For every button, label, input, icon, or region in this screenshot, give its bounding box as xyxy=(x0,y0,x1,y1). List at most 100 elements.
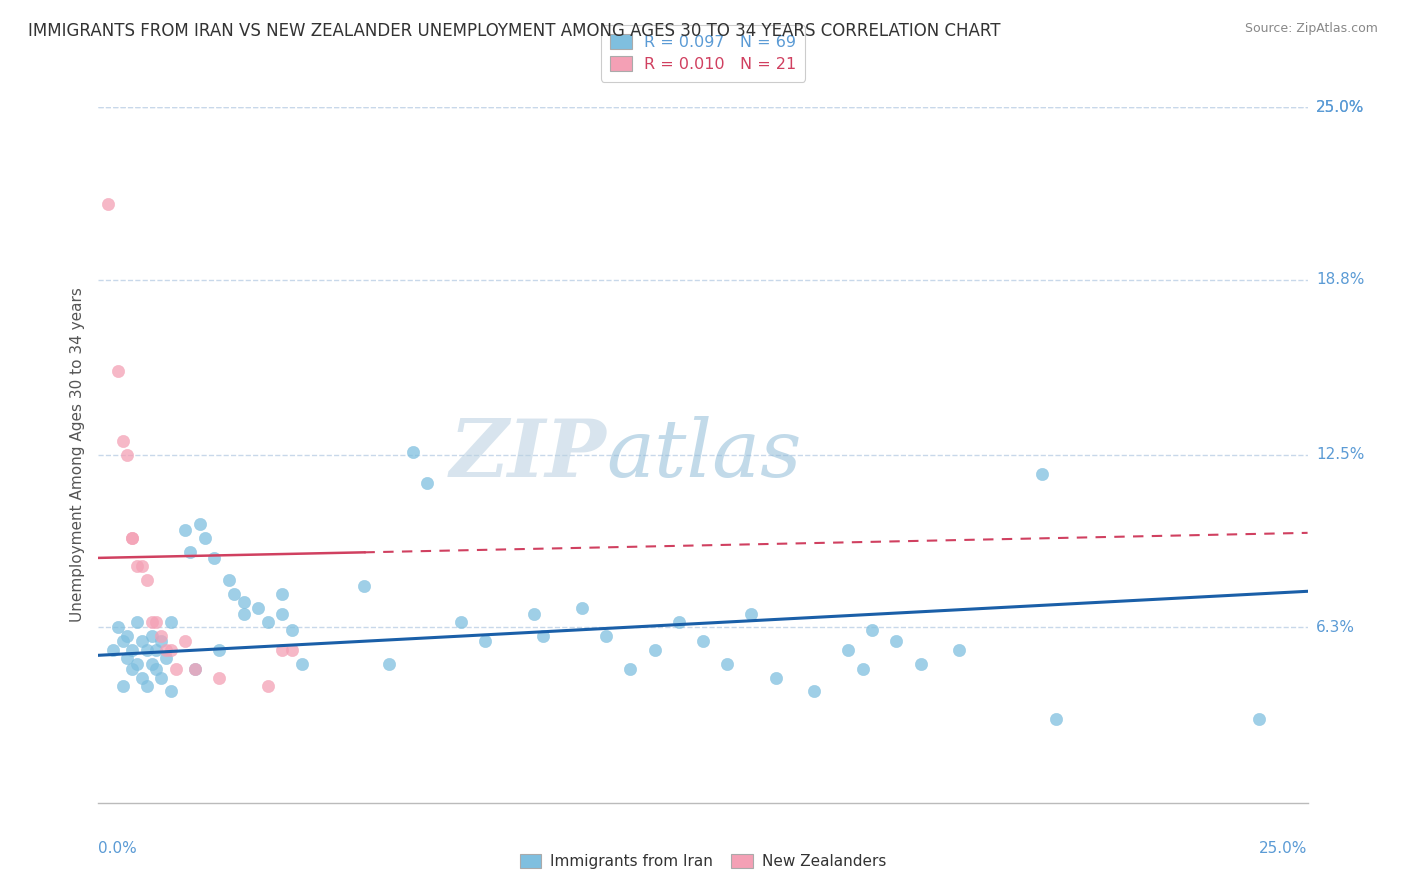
Point xyxy=(668,615,690,629)
Point xyxy=(692,634,714,648)
Point xyxy=(595,629,617,643)
Point xyxy=(619,662,641,676)
Point xyxy=(111,679,134,693)
Point xyxy=(222,587,245,601)
Point xyxy=(117,651,139,665)
Point xyxy=(150,671,173,685)
Point xyxy=(145,642,167,657)
Point xyxy=(204,550,226,565)
Text: 25.0%: 25.0% xyxy=(1316,100,1364,114)
Point xyxy=(523,607,546,621)
Point xyxy=(107,620,129,634)
Point xyxy=(886,634,908,648)
Point xyxy=(160,684,183,698)
Point xyxy=(852,662,875,676)
Text: 6.3%: 6.3% xyxy=(1316,620,1355,635)
Point xyxy=(111,634,134,648)
Point xyxy=(135,642,157,657)
Text: 25.0%: 25.0% xyxy=(1316,100,1364,114)
Point xyxy=(1249,712,1271,726)
Point xyxy=(111,434,134,448)
Point xyxy=(127,559,149,574)
Text: atlas: atlas xyxy=(606,417,801,493)
Point xyxy=(121,642,143,657)
Point xyxy=(860,624,883,638)
Point xyxy=(155,642,177,657)
Point xyxy=(145,662,167,676)
Point xyxy=(1031,467,1053,482)
Point xyxy=(416,475,439,490)
Text: 0.0%: 0.0% xyxy=(98,841,138,856)
Point xyxy=(353,579,375,593)
Point xyxy=(256,615,278,629)
Point xyxy=(127,615,149,629)
Point xyxy=(135,679,157,693)
Point xyxy=(165,662,187,676)
Point xyxy=(194,532,217,546)
Point xyxy=(208,642,231,657)
Text: 25.0%: 25.0% xyxy=(1260,841,1308,856)
Point xyxy=(450,615,472,629)
Point xyxy=(131,559,153,574)
Point xyxy=(179,545,201,559)
Text: Source: ZipAtlas.com: Source: ZipAtlas.com xyxy=(1244,22,1378,36)
Point xyxy=(107,364,129,378)
Point xyxy=(135,573,157,587)
Point xyxy=(837,642,859,657)
Point xyxy=(765,671,787,685)
Point xyxy=(155,651,177,665)
Text: IMMIGRANTS FROM IRAN VS NEW ZEALANDER UNEMPLOYMENT AMONG AGES 30 TO 34 YEARS COR: IMMIGRANTS FROM IRAN VS NEW ZEALANDER UN… xyxy=(28,22,1001,40)
Point xyxy=(232,607,254,621)
Point xyxy=(271,642,294,657)
Point xyxy=(174,523,197,537)
Point xyxy=(271,607,294,621)
Point xyxy=(188,517,211,532)
Point xyxy=(101,642,124,657)
Point xyxy=(803,684,825,698)
Point xyxy=(218,573,240,587)
Point xyxy=(117,629,139,643)
Point xyxy=(141,615,163,629)
Point xyxy=(184,662,207,676)
Point xyxy=(377,657,399,671)
Point xyxy=(402,445,425,459)
Text: 12.5%: 12.5% xyxy=(1316,448,1364,462)
Point xyxy=(571,601,593,615)
Point xyxy=(474,634,496,648)
Point xyxy=(184,662,207,676)
Point xyxy=(121,662,143,676)
Y-axis label: Unemployment Among Ages 30 to 34 years: Unemployment Among Ages 30 to 34 years xyxy=(69,287,84,623)
Point xyxy=(145,615,167,629)
Point xyxy=(121,532,143,546)
Point xyxy=(531,629,554,643)
Point xyxy=(121,532,143,546)
Point xyxy=(174,634,197,648)
Point xyxy=(290,657,312,671)
Point xyxy=(1045,712,1067,726)
Point xyxy=(232,595,254,609)
Point xyxy=(281,624,304,638)
Point xyxy=(271,587,294,601)
Point xyxy=(716,657,738,671)
Point xyxy=(910,657,932,671)
Point xyxy=(131,671,153,685)
Point xyxy=(141,629,163,643)
Point xyxy=(740,607,762,621)
Point xyxy=(256,679,278,693)
Point xyxy=(208,671,231,685)
Legend: Immigrants from Iran, New Zealanders: Immigrants from Iran, New Zealanders xyxy=(513,847,893,875)
Point xyxy=(117,448,139,462)
Point xyxy=(281,642,304,657)
Point xyxy=(150,634,173,648)
Point xyxy=(644,642,666,657)
Point xyxy=(141,657,163,671)
Text: 18.8%: 18.8% xyxy=(1316,272,1364,287)
Text: ZIP: ZIP xyxy=(450,417,606,493)
Point xyxy=(150,629,173,643)
Point xyxy=(247,601,270,615)
Point xyxy=(160,615,183,629)
Point xyxy=(948,642,970,657)
Point xyxy=(97,197,120,211)
Point xyxy=(127,657,149,671)
Point xyxy=(160,642,183,657)
